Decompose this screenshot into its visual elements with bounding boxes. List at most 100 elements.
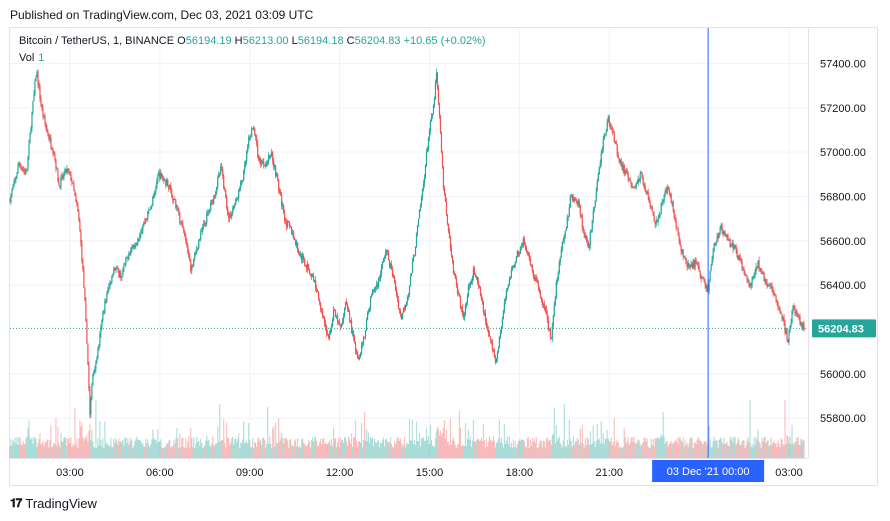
volume-bar xyxy=(480,437,483,458)
candle-body xyxy=(433,98,436,106)
candle-body xyxy=(459,296,462,309)
volume-bar xyxy=(22,440,24,458)
volume-bar xyxy=(161,447,163,458)
volume-bar xyxy=(389,437,392,458)
volume-bar xyxy=(685,444,687,458)
volume-bar xyxy=(59,447,61,458)
candle-body xyxy=(692,260,694,268)
volume-bar xyxy=(761,437,763,458)
candle-body xyxy=(251,129,253,138)
volume-bar xyxy=(179,433,181,458)
candle-body xyxy=(461,307,464,313)
candle-body xyxy=(568,207,570,217)
candle-body xyxy=(792,305,794,311)
volume-bar xyxy=(485,438,488,458)
candle-body xyxy=(757,260,759,268)
volume-bar xyxy=(517,441,519,458)
candle-body xyxy=(145,218,147,222)
volume-bar xyxy=(138,439,140,458)
volume-bar xyxy=(167,443,169,458)
candle-body xyxy=(776,300,778,303)
volume-bar xyxy=(348,439,351,458)
volume-bar xyxy=(415,421,418,458)
candle-body xyxy=(28,143,30,157)
candle-body xyxy=(488,333,490,337)
volume-bar xyxy=(399,438,402,458)
candle-body xyxy=(559,257,561,262)
candle-body xyxy=(23,169,25,171)
candle-body xyxy=(185,236,187,241)
volume-bar xyxy=(696,439,698,458)
volume-bar xyxy=(390,444,393,458)
volume-bar xyxy=(164,446,166,458)
candle-body xyxy=(349,320,352,321)
candle-body xyxy=(482,301,485,313)
volume-bar xyxy=(268,443,270,458)
candle-body xyxy=(681,249,683,252)
volume-bar xyxy=(526,438,528,458)
volume-bar xyxy=(396,437,399,458)
candle-body xyxy=(750,283,752,287)
volume-bar xyxy=(233,444,235,458)
ohlc-legend: Bitcoin / TetherUS, 1, BINANCE O56194.19… xyxy=(19,35,486,47)
candle-body xyxy=(528,254,530,260)
candle-body xyxy=(61,175,63,178)
volume-bar xyxy=(234,438,236,458)
volume-bar xyxy=(148,445,150,458)
volume-bar xyxy=(155,439,157,458)
candle-body xyxy=(448,230,451,238)
candle-body xyxy=(386,250,389,253)
candle-body xyxy=(182,223,184,227)
candle-body xyxy=(352,331,355,338)
volume-bar xyxy=(502,447,504,458)
candle-body xyxy=(631,185,633,188)
volume-bar xyxy=(192,447,194,458)
candle-body xyxy=(288,221,290,223)
volume-bar xyxy=(690,437,692,458)
volume-bar xyxy=(79,420,81,458)
volume-bar xyxy=(716,440,718,458)
volume-bar xyxy=(451,440,454,458)
candle-body xyxy=(503,301,505,312)
volume-bar xyxy=(45,442,47,458)
volume-bar xyxy=(14,437,16,458)
volume-bar xyxy=(181,438,183,458)
volume-bar xyxy=(530,445,532,458)
volume-bar xyxy=(62,441,64,458)
volume-bar xyxy=(180,447,182,458)
candle-body xyxy=(774,294,776,296)
volume-bar xyxy=(311,439,313,458)
volume-bar xyxy=(625,443,627,458)
candle-body xyxy=(324,317,326,324)
volume-bar xyxy=(219,404,221,458)
volume-bar xyxy=(643,437,645,458)
volume-bar xyxy=(211,443,213,458)
candle-body xyxy=(238,189,240,199)
chart-frame[interactable] xyxy=(9,27,878,486)
candle-body xyxy=(110,282,112,284)
volume-bar xyxy=(288,447,290,458)
volume-bar xyxy=(750,447,752,458)
volume-bar xyxy=(590,444,592,458)
candle-body xyxy=(425,152,428,166)
candle-body xyxy=(531,265,533,271)
volume-bar xyxy=(609,441,611,458)
volume-bar xyxy=(466,438,469,458)
volume-bar xyxy=(447,441,450,458)
tradingview-footer[interactable]: 𝟏𝟕 TradingView xyxy=(10,496,97,511)
volume-bar xyxy=(481,441,484,458)
volume-bar xyxy=(237,439,239,458)
candle-body xyxy=(366,312,369,321)
candle-body xyxy=(561,241,563,250)
volume-bar xyxy=(29,437,31,458)
candle-body xyxy=(175,199,177,208)
candle-body xyxy=(334,310,337,317)
candle-body xyxy=(294,239,296,240)
candle-body xyxy=(69,172,71,174)
volume-bar xyxy=(354,420,357,458)
candle-body xyxy=(643,183,645,187)
volume-bar xyxy=(140,440,142,458)
candle-body xyxy=(260,158,262,165)
candle-body xyxy=(540,296,542,299)
